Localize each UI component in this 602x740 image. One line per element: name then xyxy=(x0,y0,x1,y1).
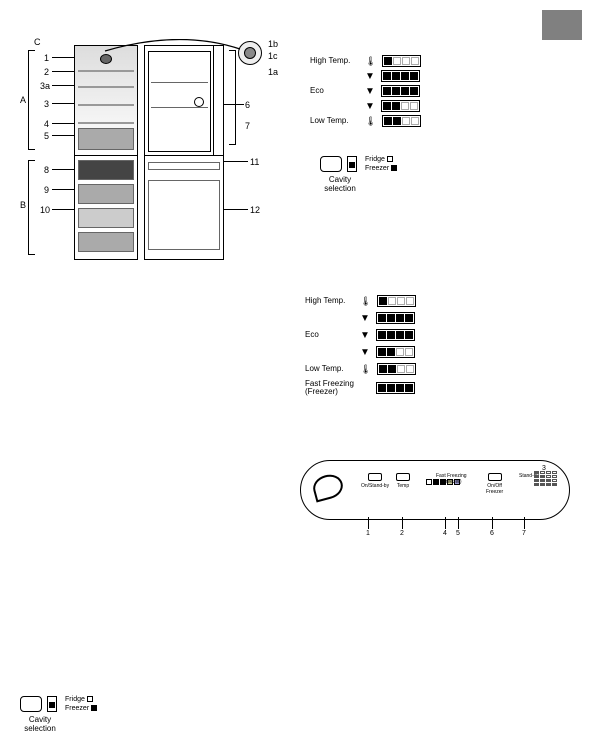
fridge-open-view xyxy=(144,45,224,260)
callout-C: C xyxy=(34,37,41,47)
led1-label-4: Low Temp. xyxy=(310,117,365,125)
panel-btn-standby[interactable]: On/Stand-by xyxy=(361,473,389,489)
callout-7: 7 xyxy=(245,121,250,131)
chevron-down-icon: ▼ xyxy=(360,347,370,358)
callout-1c: 1c xyxy=(268,51,278,61)
brand-logo-icon xyxy=(310,472,345,503)
section-A: A xyxy=(20,95,26,105)
cav1-caption: Cavity selection xyxy=(320,175,360,193)
chevron-down-icon: ▼ xyxy=(365,101,375,112)
callout-1b: 1b xyxy=(268,39,278,49)
thermometer-icon: 🌡 xyxy=(360,364,371,375)
callout-2: 2 xyxy=(44,67,49,77)
led1-label-0: High Temp. xyxy=(310,57,365,65)
cavity-selection-1: Fridge Freezer Cavity selection xyxy=(320,155,397,193)
fridge-front-view xyxy=(74,45,138,260)
panel-btn-temp[interactable]: Temp xyxy=(396,473,410,489)
led2-label-4: Low Temp. xyxy=(305,365,360,373)
fridge-diagram: C 1 2 3a 3 4 5 8 9 10 A B xyxy=(50,45,280,275)
panel-btn-onoff[interactable]: On/Off Freezer xyxy=(486,473,503,495)
panel-side-leds xyxy=(534,471,557,487)
cavity-button[interactable] xyxy=(320,156,342,172)
chevron-down-icon: ▼ xyxy=(360,313,370,324)
cavity-selection-bottom: Fridge Freezer Cavity selection xyxy=(20,695,97,733)
led2-label-0: High Temp. xyxy=(305,297,360,305)
cavb-caption: Cavity selection xyxy=(20,715,60,733)
cavity-button[interactable] xyxy=(20,696,42,712)
chevron-down-icon: ▼ xyxy=(360,330,370,341)
callout-10: 10 xyxy=(40,205,50,215)
bracket-7 xyxy=(228,50,236,145)
fan-icon xyxy=(194,97,204,107)
callout-3: 3 xyxy=(44,99,49,109)
panel-label-ff: Fast Freezing (Freezer) xyxy=(436,473,467,485)
panel-callout-3: 3 xyxy=(542,465,546,472)
callout-1a: 1a xyxy=(268,67,278,77)
section-B: B xyxy=(20,200,26,210)
callout-8: 8 xyxy=(44,165,49,175)
chevron-down-icon: ▼ xyxy=(365,86,375,97)
page-corner xyxy=(542,10,582,40)
bracket-B xyxy=(28,160,36,255)
cavity-indicator xyxy=(47,696,57,712)
callout-1: 1 xyxy=(44,53,49,63)
callout-4: 4 xyxy=(44,119,49,129)
callout-12: 12 xyxy=(250,205,260,215)
cav1-leg-0: Fridge xyxy=(365,156,385,163)
led2-label-5: Fast Freezing (Freezer) xyxy=(305,380,360,396)
chevron-down-icon: ▼ xyxy=(365,71,375,82)
thermometer-icon: 🌡 xyxy=(365,116,376,127)
cavb-leg-0: Fridge xyxy=(65,696,85,703)
callout-3a: 3a xyxy=(40,81,50,91)
callout-5: 5 xyxy=(44,131,49,141)
thermometer-icon: 🌡 xyxy=(360,296,371,307)
cav1-leg-1: Freezer xyxy=(365,165,389,172)
led2-label-2: Eco xyxy=(305,331,360,339)
thermometer-icon: 🌡 xyxy=(365,56,376,67)
callout-9: 9 xyxy=(44,185,49,195)
cavity-indicator xyxy=(347,156,357,172)
callout-11: 11 xyxy=(250,157,259,167)
bracket-A xyxy=(28,50,36,150)
led1-label-2: Eco xyxy=(310,87,365,95)
cavb-leg-1: Freezer xyxy=(65,705,89,712)
callout-6: 6 xyxy=(245,100,250,110)
control-panel: On/Stand-by Temp Fast Freezing (Freezer)… xyxy=(300,460,570,520)
